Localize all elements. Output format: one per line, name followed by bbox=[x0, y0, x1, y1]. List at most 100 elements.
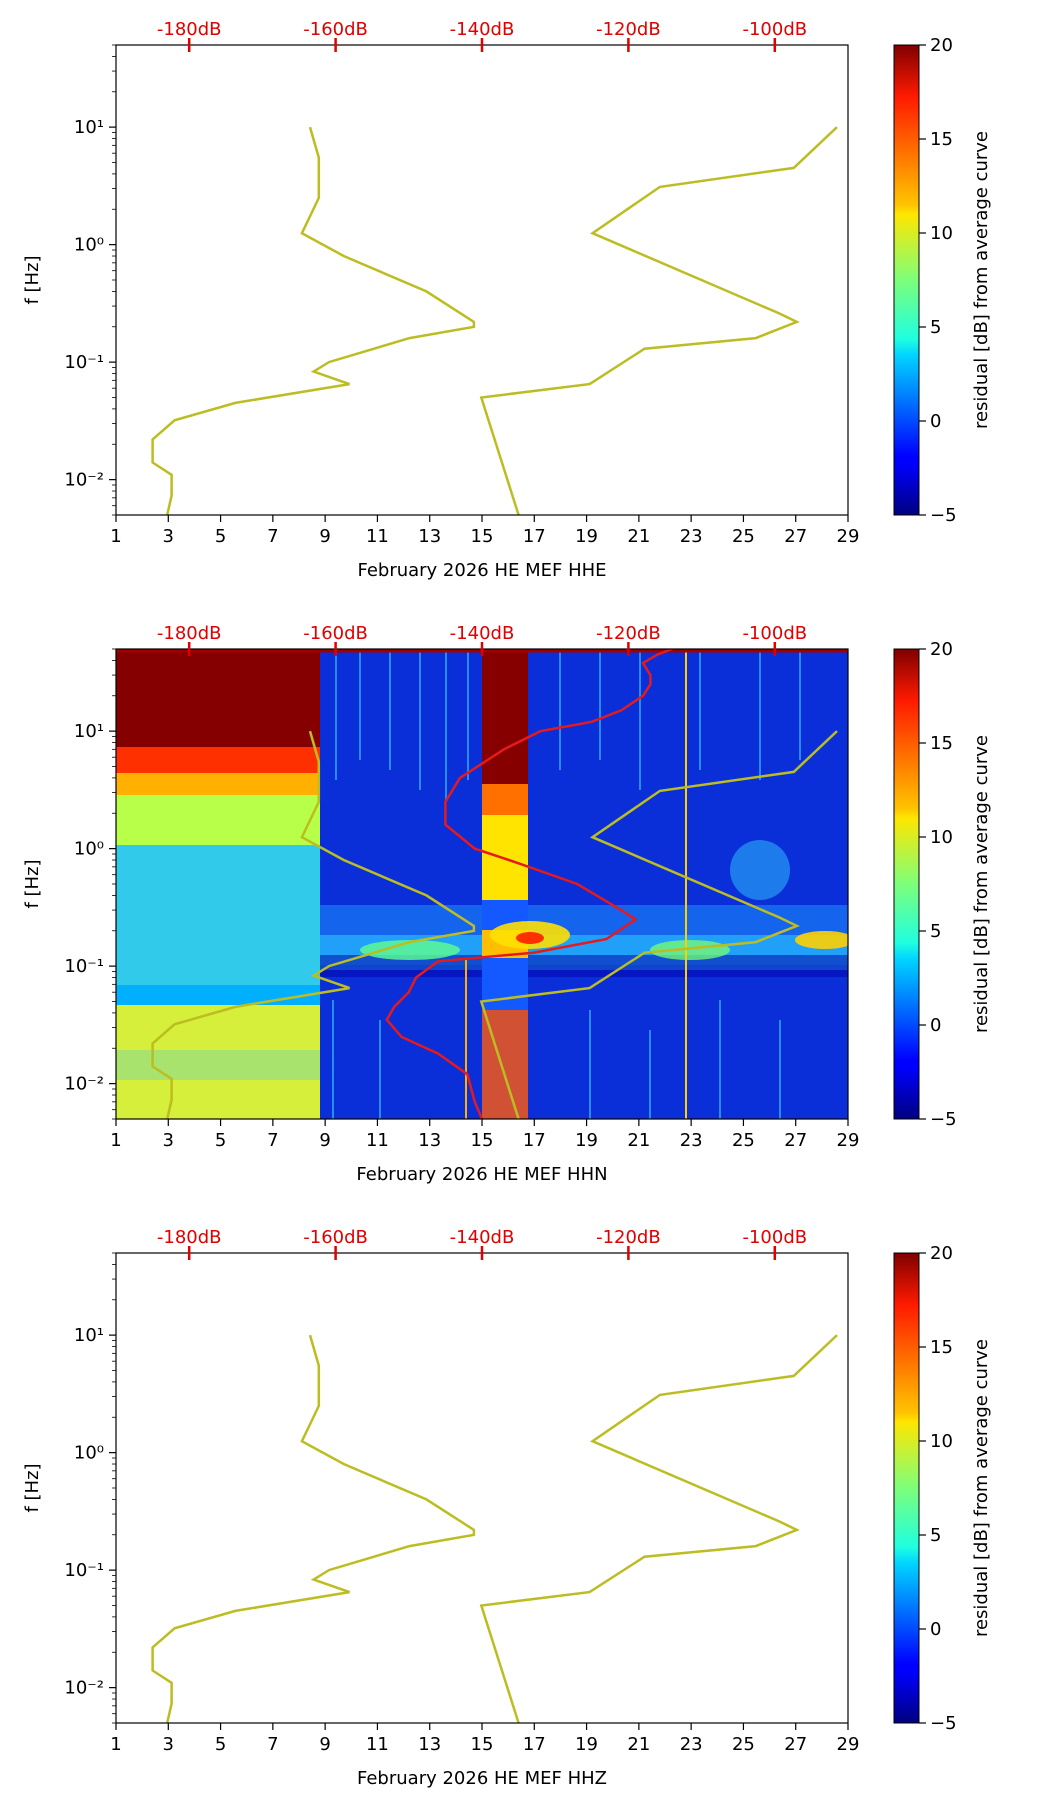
y-axis-label: f [Hz] bbox=[22, 1463, 43, 1512]
colorbar-tick-label: 20 bbox=[930, 1243, 953, 1264]
plot-frame bbox=[115, 1252, 849, 1724]
colorbar-label: residual [dB] from average curve bbox=[971, 735, 992, 1033]
x-axis: 1 3 5 7 9 11 13 15 17 19 21 23 25 27 29 bbox=[110, 1119, 859, 1151]
top-db-axis: -180dB -160dB -140dB -120dB -100dB bbox=[157, 19, 807, 52]
x-tick-label: 19 bbox=[575, 526, 598, 547]
colorbar-label: residual [dB] from average curve bbox=[971, 1339, 992, 1637]
x-tick-label: 23 bbox=[680, 526, 703, 547]
top-db-axis: -180dB -160dB -140dB -120dB -100dB bbox=[157, 623, 807, 656]
x-tick-label: 1 bbox=[110, 1734, 121, 1755]
x-tick-label: 25 bbox=[732, 1130, 755, 1151]
db-tick-label: -160dB bbox=[303, 19, 368, 40]
y-axis-label: f [Hz] bbox=[22, 255, 43, 304]
x-axis-label: February 2026 HE MEF HHN bbox=[356, 1164, 607, 1185]
x-tick-label: 11 bbox=[366, 1734, 389, 1755]
x-tick-label: 21 bbox=[627, 1734, 650, 1755]
x-tick-label: 13 bbox=[418, 1130, 441, 1151]
x-tick-label: 23 bbox=[680, 1734, 703, 1755]
x-axis-label: February 2026 HE MEF HHE bbox=[357, 560, 606, 581]
x-tick-label: 29 bbox=[837, 526, 860, 547]
colorbar-tick-label: 10 bbox=[930, 827, 953, 848]
x-tick-label: 21 bbox=[627, 1130, 650, 1151]
x-tick-label: 23 bbox=[680, 1130, 703, 1151]
x-axis: 1 3 5 7 9 11 13 15 17 19 21 23 25 27 29 bbox=[110, 1723, 859, 1755]
colorbar-gradient bbox=[893, 44, 920, 516]
y-tick-label: 10⁻¹ bbox=[64, 352, 104, 373]
x-tick-label: 29 bbox=[837, 1130, 860, 1151]
x-tick-label: 7 bbox=[267, 526, 278, 547]
x-tick-label: 15 bbox=[471, 1734, 494, 1755]
x-tick-label: 3 bbox=[163, 526, 174, 547]
loud-period-1-gap bbox=[116, 985, 320, 1005]
panel-hhz: 1 3 5 7 9 11 13 15 17 19 21 23 25 27 29 10¹10⁰10⁻¹10⁻²… bbox=[22, 1227, 992, 1789]
db-tick-label: -100dB bbox=[742, 623, 807, 644]
x-tick-label: 27 bbox=[784, 526, 807, 547]
x-axis: 1 3 5 7 9 11 13 15 17 19 21 23 25 27 29 bbox=[110, 515, 859, 547]
loud-period-1-top bbox=[116, 649, 320, 747]
panel-hhe: 1 3 5 7 9 11 13 15 17 19 21 23 25 27 29 10¹10⁰10⁻¹10⁻²… bbox=[22, 19, 992, 581]
x-tick-label: 7 bbox=[267, 1734, 278, 1755]
x-tick-label: 5 bbox=[215, 526, 226, 547]
x-tick-label: 19 bbox=[575, 1130, 598, 1151]
db-tick-label: -140dB bbox=[450, 19, 515, 40]
colorbar-gradient bbox=[893, 1252, 920, 1724]
loud-period-1-green bbox=[116, 790, 320, 845]
x-tick-label: 27 bbox=[784, 1130, 807, 1151]
x-tick-label: 9 bbox=[319, 1130, 330, 1151]
x-tick-label: 21 bbox=[627, 526, 650, 547]
db-tick-label: -180dB bbox=[157, 1227, 222, 1248]
x-tick-label: 11 bbox=[366, 1130, 389, 1151]
db-tick-label: -120dB bbox=[596, 19, 661, 40]
plot-frame bbox=[115, 44, 849, 516]
loud-period-1-lowfreq-b bbox=[116, 1050, 320, 1080]
storm-blob bbox=[795, 931, 848, 949]
db-tick-label: -180dB bbox=[157, 19, 222, 40]
x-tick-label: 7 bbox=[267, 1130, 278, 1151]
y-tick-label: 10⁻¹ bbox=[64, 956, 104, 977]
high-noise-model-line bbox=[479, 730, 838, 1119]
colorbar-label: residual [dB] from average curve bbox=[971, 131, 992, 429]
noise-model-curves bbox=[151, 1334, 838, 1723]
db-tick-label: -120dB bbox=[596, 623, 661, 644]
db-tick-label: -120dB bbox=[596, 1227, 661, 1248]
top-db-axis: -180dB -160dB -140dB -120dB -100dB bbox=[157, 1227, 807, 1260]
colorbar-tick-label: 15 bbox=[930, 129, 953, 150]
median-psd-line bbox=[385, 649, 673, 1119]
colorbar-tick-label: 15 bbox=[930, 733, 953, 754]
colorbar-tick-label: 0 bbox=[930, 411, 941, 432]
x-tick-label: 15 bbox=[471, 1130, 494, 1151]
colorbar-tick-label: 10 bbox=[930, 1431, 953, 1452]
storm-blob bbox=[516, 932, 544, 944]
y-axis: 10¹ 10⁰ 10⁻¹ 10⁻² bbox=[64, 44, 116, 516]
x-tick-label: 17 bbox=[523, 1734, 546, 1755]
loud-period-2-orange bbox=[482, 780, 528, 815]
x-tick-label: 9 bbox=[319, 1734, 330, 1755]
x-tick-label: 13 bbox=[418, 526, 441, 547]
colorbar-tick-label: 5 bbox=[930, 317, 941, 338]
x-tick-label: 19 bbox=[575, 1734, 598, 1755]
y-axis: 10¹ 10⁰ 10⁻¹ 10⁻² bbox=[64, 1252, 116, 1724]
colorbar-tick-label: −5 bbox=[930, 1713, 957, 1734]
colorbar-gradient bbox=[893, 648, 920, 1120]
colorbar: 20 15 10 5 0 −5 residual [dB] from average cu… bbox=[893, 35, 992, 526]
x-tick-label: 17 bbox=[523, 526, 546, 547]
x-tick-label: 27 bbox=[784, 1734, 807, 1755]
colorbar-tick-label: −5 bbox=[930, 1109, 957, 1130]
colorbar-tick-label: 0 bbox=[930, 1619, 941, 1640]
db-tick-label: -140dB bbox=[450, 1227, 515, 1248]
noise-model-curves bbox=[151, 126, 838, 515]
x-tick-label: 13 bbox=[418, 1734, 441, 1755]
y-tick-label: 10¹ bbox=[74, 117, 104, 138]
y-axis-label: f [Hz] bbox=[22, 859, 43, 908]
y-tick-label: 10¹ bbox=[74, 1325, 104, 1346]
y-tick-label: 10¹ bbox=[74, 721, 104, 742]
x-tick-label: 1 bbox=[110, 526, 121, 547]
low-noise-model-line bbox=[151, 1334, 476, 1723]
y-tick-label: 10⁻² bbox=[64, 1678, 104, 1699]
high-noise-model-line bbox=[479, 126, 838, 515]
y-tick-label: 10⁻² bbox=[64, 470, 104, 491]
loud-period-2-top bbox=[482, 649, 528, 784]
colorbar-tick-label: 15 bbox=[930, 1337, 953, 1358]
x-tick-label: 25 bbox=[732, 1734, 755, 1755]
loud-period-2-yellow bbox=[482, 810, 528, 900]
